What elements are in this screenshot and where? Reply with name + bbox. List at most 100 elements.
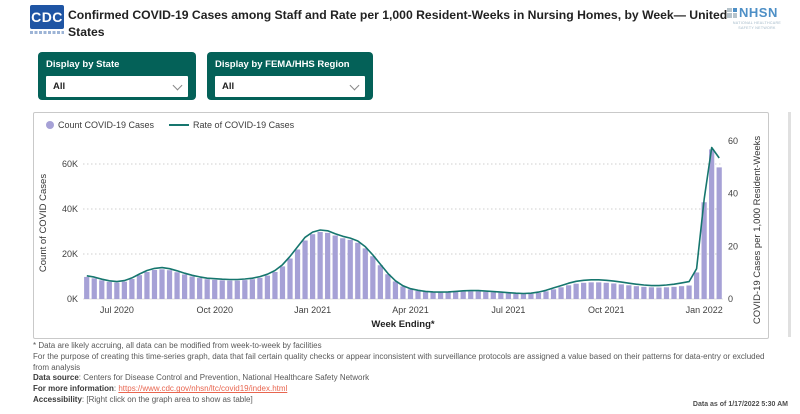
count-bar[interactable] [709, 149, 715, 300]
count-bar[interactable] [392, 281, 399, 299]
count-bar[interactable] [596, 282, 602, 299]
count-bar[interactable] [279, 266, 286, 300]
count-bar[interactable] [535, 292, 542, 300]
count-bar[interactable] [174, 272, 180, 299]
x-axis-tick: Jul 2021 [491, 305, 525, 315]
count-bar[interactable] [257, 277, 263, 299]
count-bar[interactable] [151, 269, 158, 299]
chart-plot-area[interactable]: 0K 20K 40K 60K 0 20 40 60 Jul 2020 Oct 2020 Jan 20… [34, 135, 768, 335]
count-bar[interactable] [543, 291, 549, 299]
count-series-dot-icon [46, 121, 54, 129]
more-info-link[interactable]: https://www.cdc.gov/nhsn/ltc/covid19/ind… [118, 384, 288, 394]
count-bar[interactable] [453, 292, 459, 300]
count-bar[interactable] [166, 270, 173, 299]
count-bar[interactable] [558, 287, 564, 299]
legend-count-label: Count COVID-19 Cases [58, 120, 155, 130]
count-bar[interactable] [294, 249, 301, 300]
count-bar[interactable] [91, 278, 97, 299]
count-bar[interactable] [212, 279, 218, 300]
count-bar[interactable] [520, 294, 527, 299]
count-bar[interactable] [468, 291, 474, 299]
count-bar[interactable] [204, 279, 210, 299]
count-bar[interactable] [422, 292, 429, 300]
count-bar[interactable] [189, 276, 195, 300]
count-bar[interactable] [272, 272, 278, 299]
x-axis-tick: Oct 2020 [197, 305, 234, 315]
x-axis-tick: Apr 2021 [392, 305, 429, 315]
count-bar[interactable] [407, 289, 414, 299]
count-bar[interactable] [437, 292, 444, 299]
legend-item-rate[interactable]: Rate of COVID-19 Cases [169, 120, 294, 130]
count-bar[interactable] [242, 280, 248, 299]
count-bar[interactable] [347, 239, 353, 299]
count-bar[interactable] [234, 280, 240, 299]
count-bar[interactable] [513, 293, 519, 299]
count-bar[interactable] [340, 238, 346, 299]
legend-item-count[interactable]: Count COVID-19 Cases [46, 120, 154, 130]
count-bar[interactable] [618, 284, 624, 300]
count-bar[interactable] [99, 280, 105, 299]
footnote-quality: For the purpose of creating this time-se… [33, 351, 765, 372]
count-bar[interactable] [693, 272, 700, 299]
count-bar[interactable] [573, 283, 579, 299]
count-bar[interactable] [483, 291, 489, 299]
count-bar[interactable] [144, 272, 150, 299]
count-bar[interactable] [227, 280, 233, 299]
count-bar[interactable] [648, 287, 655, 299]
count-bar[interactable] [490, 292, 496, 299]
count-bar[interactable] [716, 167, 722, 300]
fema-region-dropdown[interactable]: All [215, 76, 365, 97]
count-bar[interactable] [611, 283, 617, 299]
count-bar[interactable] [377, 265, 383, 299]
count-bar[interactable] [370, 256, 376, 299]
count-bar[interactable] [603, 282, 609, 299]
count-bar[interactable] [415, 290, 421, 299]
count-bar[interactable] [550, 289, 557, 299]
count-bar[interactable] [671, 286, 677, 299]
count-bar[interactable] [385, 274, 391, 299]
count-bar[interactable] [264, 275, 271, 299]
count-bar[interactable] [686, 285, 692, 300]
count-bar[interactable] [565, 285, 572, 299]
count-bar[interactable] [400, 286, 406, 299]
scrollbar[interactable] [788, 112, 791, 337]
count-bar[interactable] [656, 287, 662, 299]
count-bar[interactable] [181, 274, 188, 299]
count-bar[interactable] [498, 292, 504, 299]
state-dropdown[interactable]: All [46, 76, 188, 97]
count-bar[interactable] [362, 248, 368, 300]
count-bar[interactable] [355, 242, 361, 299]
filter-display-by-state: Display by State All [38, 52, 196, 100]
count-bar[interactable] [581, 282, 587, 299]
count-bar[interactable] [197, 278, 203, 299]
count-bar[interactable] [106, 281, 112, 299]
count-bar[interactable] [219, 280, 225, 299]
count-bar[interactable] [701, 202, 707, 299]
count-bar[interactable] [332, 235, 338, 299]
count-bar[interactable] [114, 282, 120, 299]
count-bar[interactable] [136, 275, 143, 299]
count-bar[interactable] [121, 281, 127, 299]
count-bar[interactable] [325, 232, 331, 299]
count-bar[interactable] [588, 282, 594, 299]
count-bar[interactable] [528, 293, 534, 299]
count-bar[interactable] [159, 269, 165, 299]
count-bar[interactable] [445, 292, 451, 299]
count-bar[interactable] [663, 287, 670, 299]
count-bar[interactable] [626, 285, 632, 299]
count-bar[interactable] [129, 278, 135, 299]
count-bar[interactable] [678, 286, 685, 300]
count-bar[interactable] [317, 231, 323, 299]
count-bar[interactable] [430, 292, 436, 299]
count-bar[interactable] [641, 286, 647, 299]
count-bar[interactable] [302, 240, 308, 300]
count-bar[interactable] [249, 279, 255, 299]
count-bar[interactable] [287, 258, 293, 300]
right-axis-tick: 20 [728, 241, 738, 251]
count-bar[interactable] [505, 293, 511, 300]
count-bar[interactable] [460, 291, 466, 299]
count-bar[interactable] [475, 291, 481, 299]
count-bar[interactable] [309, 234, 316, 299]
count-bar[interactable] [84, 276, 90, 299]
count-bar[interactable] [633, 286, 639, 300]
